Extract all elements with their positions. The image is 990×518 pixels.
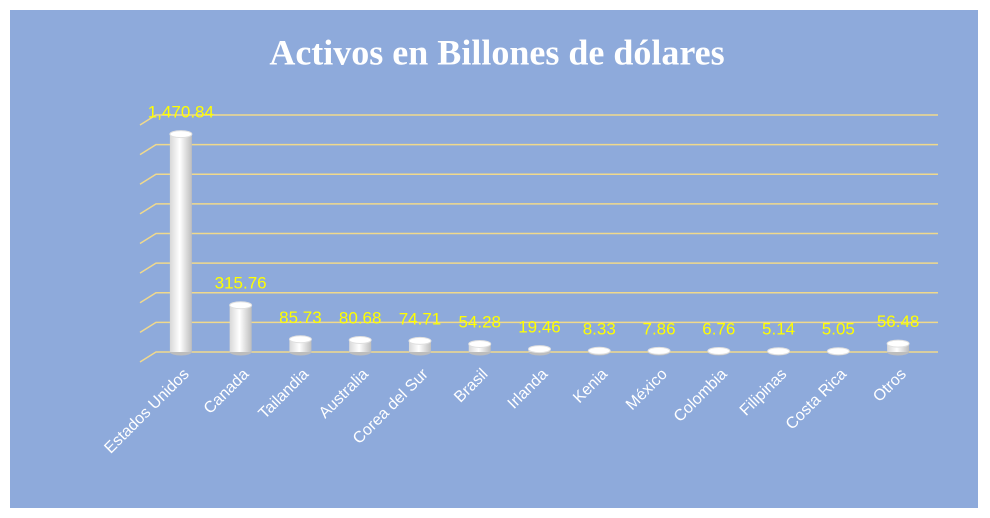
data-label: 5.05 (822, 320, 855, 339)
bar-top (408, 336, 432, 345)
data-label: 1,470.84 (148, 103, 214, 122)
data-label: 315.76 (215, 274, 267, 293)
bar (229, 305, 252, 352)
data-label: 74.71 (399, 309, 442, 328)
data-label: 54.28 (458, 312, 501, 331)
chart-background (10, 10, 978, 508)
bar-top (707, 346, 731, 355)
bar-top (468, 339, 492, 348)
bar-top (826, 347, 850, 356)
bar (169, 134, 192, 352)
bar-top (647, 346, 671, 355)
bar-top (348, 336, 372, 345)
bar-top (528, 345, 551, 354)
bar-top (288, 335, 312, 344)
grid-line (139, 173, 938, 185)
bar-top (229, 301, 253, 310)
chart-title: Activos en Billones de dólares (269, 32, 724, 72)
data-label: 85.73 (279, 308, 322, 327)
grid-line (139, 321, 938, 334)
bar (408, 340, 431, 352)
grid-line (139, 114, 938, 126)
grid-line (139, 203, 938, 215)
bar-top (886, 339, 910, 348)
bar (468, 343, 491, 352)
data-label: 5.14 (762, 320, 795, 339)
grid-line (139, 292, 938, 304)
data-label: 7.86 (642, 319, 675, 338)
bar-top (587, 346, 611, 355)
bar-top (767, 347, 791, 356)
data-label: 6.76 (702, 319, 735, 338)
data-label: 80.68 (339, 309, 382, 328)
data-label: 56.48 (877, 312, 920, 331)
bar-top (169, 130, 193, 139)
grid-line (139, 232, 938, 245)
grid-line (139, 143, 938, 156)
data-label: 19.46 (518, 318, 561, 337)
grid-line (139, 351, 938, 363)
data-label: 8.33 (583, 319, 616, 338)
bar (887, 343, 910, 352)
grid-line (139, 262, 938, 274)
bar (349, 340, 372, 352)
